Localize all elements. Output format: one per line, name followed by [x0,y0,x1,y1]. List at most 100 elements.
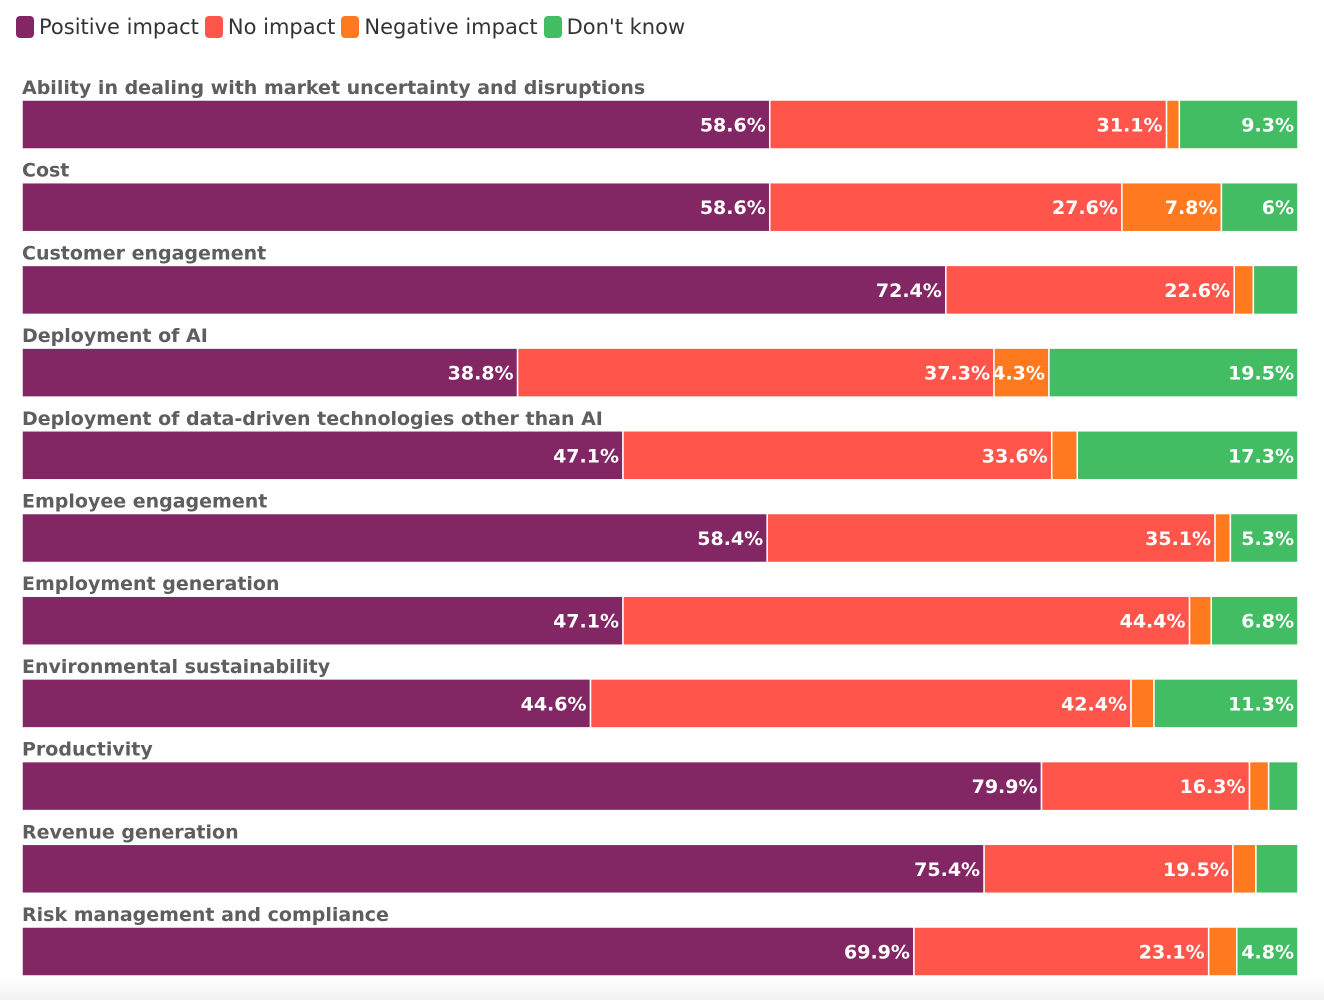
data-label-dont-know: 19.5% [1228,363,1294,385]
bar-segment-positive-impact[interactable] [21,926,915,977]
legend-item-no-impact[interactable]: No impact [204,15,336,39]
bar-segment-negative-impact[interactable] [993,347,1050,398]
data-label-positive-impact: 58.6% [700,115,766,137]
bar-segment-no-impact[interactable] [622,595,1191,646]
category-label: Productivity [22,739,153,761]
data-label-dont-know: 11.3% [1228,693,1294,715]
bar-segment-no-impact[interactable] [768,99,1168,150]
data-label-positive-impact: 72.4% [876,280,942,302]
data-label-positive-impact: 47.1% [553,445,619,467]
bar-segment-no-impact[interactable] [766,512,1216,564]
bar-segment-negative-impact[interactable] [1121,181,1223,233]
data-label-negative-impact: 4.3% [992,363,1045,385]
bar-segment-dont-know[interactable] [1236,926,1299,977]
legend-item-negative-impact[interactable]: Negative impact [341,15,538,39]
legend-label-positive-impact: Positive impact [39,15,199,39]
data-label-no-impact: 35.1% [1145,528,1211,550]
data-label-positive-impact: 44.6% [521,693,587,715]
bar-segment-no-impact[interactable] [516,347,995,398]
bar-segment-no-impact[interactable] [1040,760,1251,812]
bar-segment-positive-impact[interactable] [21,347,519,398]
bar-segment-positive-impact[interactable] [21,595,624,646]
data-label-no-impact: 37.3% [924,363,990,385]
bar-segment-negative-impact[interactable] [1050,430,1079,481]
bar-segment-no-impact[interactable] [983,843,1234,895]
bar-segment-no-impact[interactable] [945,264,1235,316]
data-label-no-impact: 42.4% [1061,693,1127,715]
category-label: Deployment of data-driven technologies o… [22,408,603,430]
bar-segment-negative-impact[interactable] [1214,512,1232,564]
legend-swatch-no-impact [204,16,223,38]
legend-label-no-impact: No impact [227,15,336,39]
bar-segment-dont-know[interactable] [1210,595,1299,646]
legend-swatch-negative-impact [341,16,360,38]
data-label-negative-impact: 7.8% [1165,197,1218,219]
bar-segment-dont-know[interactable] [1178,99,1299,150]
legend-swatch-positive-impact [16,16,34,38]
category-label: Ability in dealing with market uncertain… [22,77,645,99]
legend-label-negative-impact: Negative impact [364,15,538,39]
bottom-shade [0,978,1324,1000]
bar-segment-dont-know[interactable] [1076,430,1299,481]
bar-segment-positive-impact[interactable] [21,264,947,316]
category-label: Environmental sustainability [22,656,331,678]
data-label-positive-impact: 69.9% [844,942,910,964]
bar-segment-dont-know[interactable] [1255,843,1299,895]
bar-segment-dont-know[interactable] [1267,760,1299,812]
data-label-no-impact: 31.1% [1097,115,1163,137]
bar-segment-negative-impact[interactable] [1248,760,1270,812]
data-label-no-impact: 23.1% [1139,942,1205,964]
bar-segment-negative-impact[interactable] [1188,595,1212,646]
bar-segment-no-impact[interactable] [913,926,1210,977]
category-label: Employee engagement [22,491,267,513]
bar-segment-dont-know[interactable] [1252,264,1299,316]
data-label-dont-know: 5.3% [1241,528,1294,550]
bar-segment-dont-know[interactable] [1220,181,1299,233]
data-label-positive-impact: 38.8% [448,363,514,385]
bar-segment-negative-impact[interactable] [1232,843,1257,895]
bar-segment-negative-impact[interactable] [1233,264,1255,316]
data-label-positive-impact: 47.1% [553,611,619,633]
category-label: Risk management and compliance [22,904,389,926]
bar-segment-no-impact[interactable] [768,181,1123,233]
bar-segment-positive-impact[interactable] [21,181,771,233]
bar-segment-negative-impact[interactable] [1165,99,1181,150]
category-label: Revenue generation [22,821,239,843]
bar-segment-dont-know[interactable] [1048,347,1299,398]
data-label-no-impact: 27.6% [1052,197,1118,219]
legend-item-positive-impact[interactable]: Positive impact [16,15,199,39]
data-label-positive-impact: 75.4% [914,859,980,881]
data-label-dont-know: 6% [1262,197,1294,219]
data-label-no-impact: 22.6% [1164,280,1230,302]
bar-segment-dont-know[interactable] [1153,678,1299,729]
bar-segment-no-impact[interactable] [622,430,1053,481]
legend-swatch-dont-know [543,16,562,38]
bar-segment-positive-impact[interactable] [21,843,985,895]
bar-segment-positive-impact[interactable] [21,760,1043,812]
bar-segment-negative-impact[interactable] [1130,678,1155,729]
bar-segment-positive-impact[interactable] [21,512,768,564]
data-label-positive-impact: 58.4% [697,528,763,550]
data-label-dont-know: 4.8% [1241,942,1294,964]
bar-segment-positive-impact[interactable] [21,430,624,481]
data-label-dont-know: 6.8% [1241,611,1294,633]
category-label: Deployment of AI [22,325,208,347]
bar-segment-no-impact[interactable] [589,678,1132,729]
data-label-no-impact: 44.4% [1120,611,1186,633]
data-label-no-impact: 19.5% [1163,859,1229,881]
legend-item-dont-know[interactable]: Don't know [543,15,686,39]
data-label-dont-know: 17.3% [1228,445,1294,467]
data-label-positive-impact: 58.6% [700,197,766,219]
bar-segment-positive-impact[interactable] [21,99,771,150]
bar-segment-negative-impact[interactable] [1207,926,1238,977]
data-label-no-impact: 16.3% [1180,776,1246,798]
category-label: Cost [22,160,69,182]
category-label: Employment generation [22,573,280,595]
legend-label-dont-know: Don't know [566,15,686,39]
bar-segment-dont-know[interactable] [1229,512,1299,564]
data-label-dont-know: 9.3% [1241,115,1294,137]
category-label: Customer engagement [22,242,266,264]
data-label-no-impact: 33.6% [982,445,1048,467]
bar-segment-positive-impact[interactable] [21,678,592,729]
